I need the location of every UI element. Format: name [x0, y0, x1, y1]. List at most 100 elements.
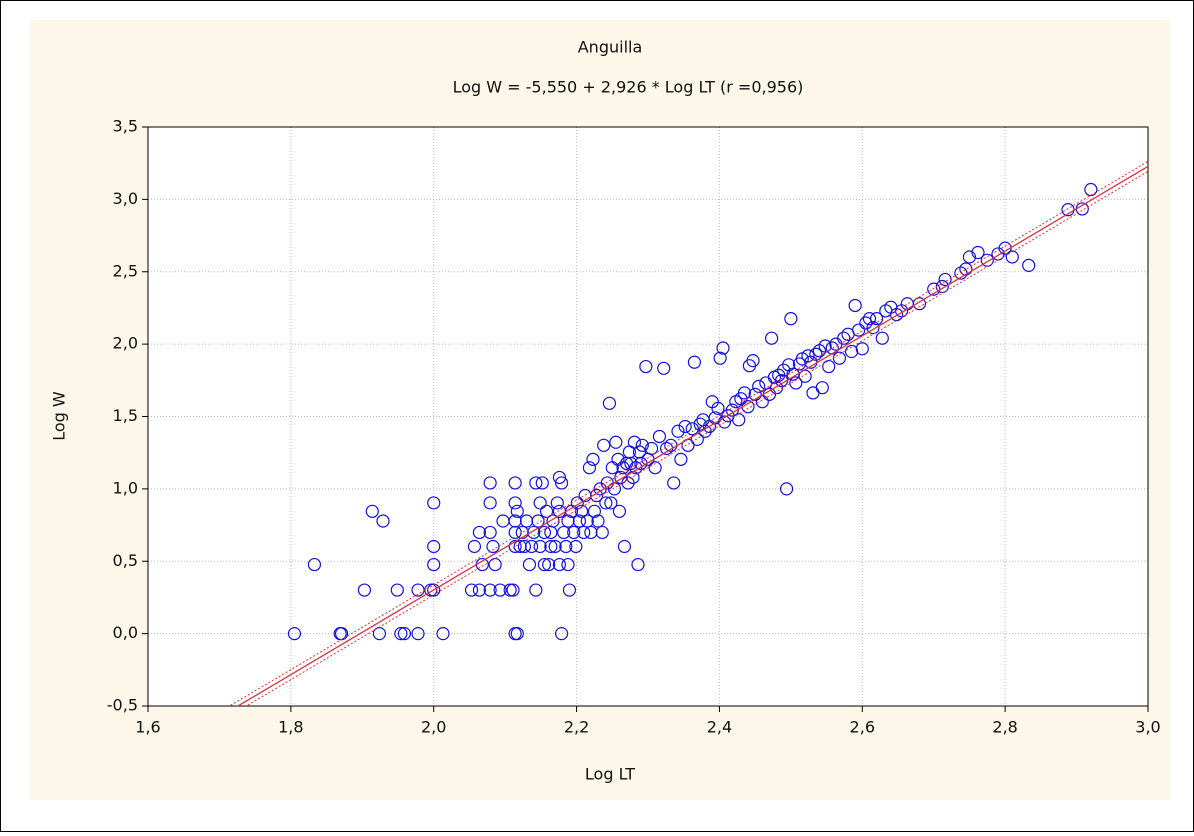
point — [517, 539, 532, 554]
point — [493, 583, 507, 597]
point — [483, 496, 497, 510]
point — [307, 557, 322, 572]
point — [582, 461, 597, 475]
x-tick-label: 2,4 — [707, 718, 732, 737]
point — [674, 452, 688, 466]
point — [848, 298, 862, 313]
point — [809, 347, 823, 361]
point — [562, 583, 577, 597]
x-tick-label: 2,0 — [421, 718, 446, 737]
point — [875, 331, 889, 345]
point — [554, 627, 569, 641]
point — [595, 525, 609, 540]
point — [287, 627, 302, 641]
point — [602, 396, 617, 410]
point — [764, 331, 779, 345]
point — [652, 429, 667, 444]
point — [397, 627, 412, 641]
point — [537, 525, 552, 540]
point — [357, 583, 372, 597]
point — [488, 557, 502, 572]
point — [508, 539, 522, 554]
point — [732, 413, 746, 427]
point — [617, 539, 632, 554]
point — [624, 456, 638, 470]
point — [667, 476, 681, 490]
point — [567, 525, 581, 540]
point — [483, 476, 497, 490]
point — [657, 361, 671, 375]
point — [862, 312, 877, 326]
point — [559, 539, 573, 554]
point — [510, 627, 524, 641]
point — [852, 323, 866, 337]
point — [815, 381, 829, 395]
point — [394, 627, 408, 641]
point — [644, 441, 659, 456]
point — [938, 272, 952, 287]
point — [648, 461, 662, 475]
y-tick-label: 1,5 — [113, 406, 138, 425]
point — [522, 557, 537, 572]
point — [737, 386, 752, 400]
point — [569, 539, 583, 554]
point — [561, 557, 575, 572]
point — [483, 583, 497, 597]
point — [572, 514, 587, 528]
point — [708, 411, 722, 425]
y-tick-label: 2,5 — [113, 261, 138, 280]
point — [587, 504, 602, 518]
point — [604, 496, 618, 510]
x-tick-label: 2,6 — [850, 718, 875, 737]
point — [510, 504, 524, 518]
point — [552, 557, 567, 572]
x-tick-label: 3,0 — [1135, 718, 1160, 737]
point — [591, 514, 605, 528]
point — [597, 438, 611, 452]
x-tick-label: 2,2 — [564, 718, 589, 737]
point — [427, 557, 441, 572]
point — [586, 452, 600, 466]
point — [557, 525, 571, 540]
point — [616, 461, 630, 475]
point — [390, 583, 404, 597]
point — [869, 312, 884, 326]
point — [411, 627, 425, 641]
point — [427, 496, 441, 510]
point — [533, 496, 547, 510]
point — [472, 583, 487, 597]
point — [801, 349, 815, 363]
point — [629, 461, 643, 475]
point — [912, 297, 927, 311]
point — [711, 401, 725, 415]
point — [524, 539, 539, 554]
point — [784, 312, 798, 326]
point — [746, 354, 760, 368]
point — [529, 583, 543, 597]
point — [483, 525, 497, 540]
confidence-line — [245, 170, 1148, 706]
point — [837, 331, 851, 345]
y-tick-label: 2,0 — [113, 334, 138, 353]
point — [789, 376, 803, 390]
point — [508, 476, 522, 490]
point — [927, 282, 941, 296]
point — [533, 539, 547, 554]
y-axis-label: Log W — [50, 391, 69, 441]
point — [427, 539, 441, 554]
point — [639, 359, 653, 374]
point — [376, 514, 390, 528]
y-tick-label: 1,0 — [113, 478, 138, 497]
point — [678, 419, 692, 434]
y-tick-label: 3,5 — [113, 117, 138, 136]
point — [687, 355, 702, 369]
point — [472, 525, 487, 540]
point — [671, 424, 685, 438]
point — [548, 539, 562, 554]
chart-title: Anguilla — [578, 38, 643, 57]
confidence-line — [228, 160, 1148, 706]
fit-line — [236, 165, 1148, 706]
point — [486, 539, 500, 554]
point — [539, 504, 554, 518]
